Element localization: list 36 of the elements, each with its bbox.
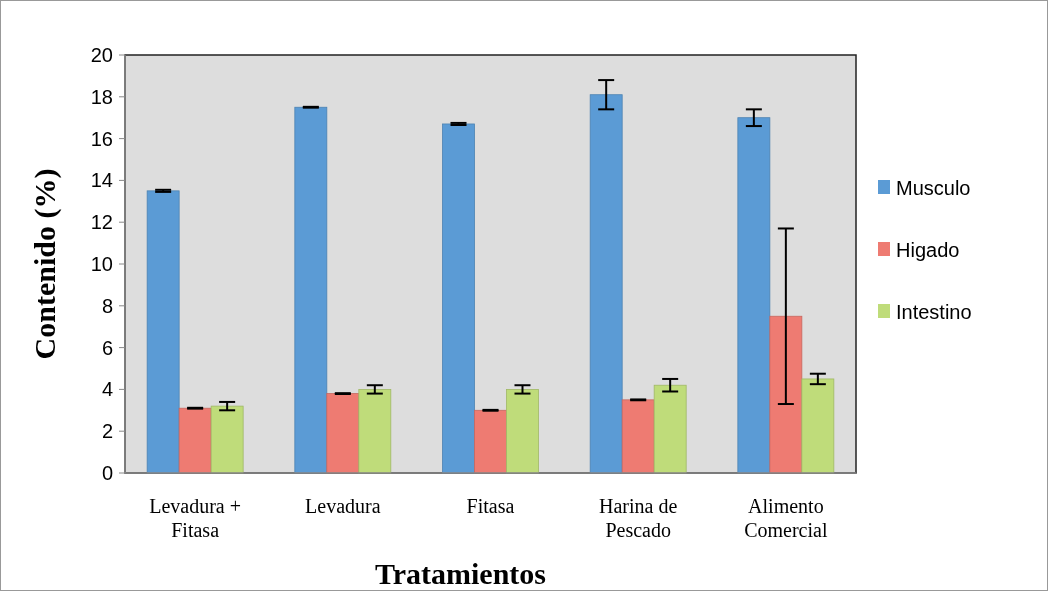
- bar: [769, 315, 803, 474]
- y-tick-label: 16: [90, 127, 113, 150]
- bar: [589, 94, 623, 474]
- x-tick-label: Alimento Comercial: [744, 495, 828, 541]
- bar: [294, 106, 328, 474]
- y-tick-label: 2: [101, 420, 113, 443]
- y-tick-label: 6: [101, 336, 113, 359]
- x-tick-label: Fitasa: [466, 495, 515, 517]
- bar: [358, 389, 392, 474]
- x-tick-label: Levadura + Fitasa: [149, 495, 242, 541]
- y-tick-label: 20: [90, 44, 113, 66]
- legend-label: Intestino: [896, 301, 972, 323]
- x-axis-title: Tratamientos: [374, 557, 547, 590]
- bar: [801, 378, 835, 474]
- y-tick-label: 4: [101, 378, 113, 401]
- y-axis-title: Contenido (%): [28, 168, 62, 360]
- bar: [178, 407, 212, 474]
- bar: [326, 393, 360, 474]
- legend-label: Higado: [896, 239, 960, 261]
- bar: [621, 399, 655, 474]
- y-tick-label: 10: [90, 253, 113, 275]
- y-tick-label: 8: [101, 294, 113, 317]
- bar: [506, 389, 539, 474]
- bar: [146, 190, 180, 474]
- legend-label: Musculo: [896, 177, 971, 199]
- bar: [442, 123, 475, 474]
- y-tick-label: 14: [90, 169, 113, 192]
- y-tick-label: 0: [101, 462, 113, 484]
- y-tick-label: 18: [90, 85, 113, 108]
- bar: [737, 117, 771, 474]
- bar: [474, 409, 507, 474]
- x-tick-label: Harina de Pescado: [599, 495, 678, 541]
- x-tick-label: Levadura: [305, 495, 381, 517]
- bar: [210, 405, 244, 474]
- y-tick-label: 12: [90, 211, 113, 234]
- bar: [653, 384, 687, 474]
